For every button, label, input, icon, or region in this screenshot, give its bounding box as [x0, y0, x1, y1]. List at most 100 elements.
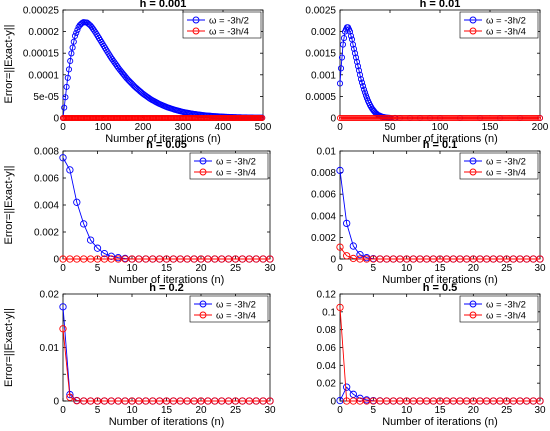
data-point	[155, 397, 164, 405]
data-point	[336, 243, 344, 251]
data-point	[536, 114, 544, 122]
data-point	[468, 114, 476, 122]
data-point	[436, 114, 444, 122]
data-point	[486, 114, 494, 122]
data-point	[412, 114, 420, 122]
data-point	[190, 397, 198, 405]
data-point	[524, 114, 532, 122]
data-point	[348, 114, 356, 122]
data-point	[71, 32, 79, 39]
data-point	[488, 114, 496, 122]
y-axis-label: Error=||Exact-y||	[3, 166, 15, 245]
legend-swatch-marker	[199, 300, 207, 308]
legend-swatch-marker	[469, 300, 477, 308]
x-tick-label: 25	[230, 263, 242, 274]
x-tick-label: 0	[337, 263, 343, 274]
panel-6: h = 0.5 0 5 10 15 20 25 30 0 0.02 0.04 0.06 0.08 0.1 0…	[317, 282, 546, 428]
data-point	[460, 114, 468, 122]
y-tick-label: 0.002	[34, 228, 59, 239]
x-tick-label: 150	[482, 122, 499, 133]
x-tick-label: 30	[264, 405, 276, 416]
chart-title: h = 0.1	[423, 139, 458, 151]
series-line	[339, 307, 540, 402]
y-tick-label: 0.04	[317, 361, 337, 372]
data-point	[456, 114, 464, 122]
data-point	[252, 255, 260, 263]
data-point	[438, 114, 446, 122]
legend-swatch-marker	[199, 157, 207, 165]
data-point	[80, 397, 88, 405]
data-point	[364, 114, 372, 122]
data-point	[448, 114, 456, 122]
data-point	[231, 255, 240, 263]
data-point	[362, 114, 370, 122]
x-tick-label: 5	[95, 405, 101, 416]
data-point	[155, 255, 164, 263]
legend-swatch-marker	[192, 27, 200, 35]
x-tick-label: 10	[401, 263, 413, 274]
data-point	[149, 255, 157, 263]
y-tick-label: 0.0001	[28, 70, 59, 81]
x-tick-label: 25	[501, 405, 513, 416]
data-point	[522, 114, 530, 122]
y-tick-label: 0.0005	[305, 92, 336, 103]
data-point	[100, 397, 109, 405]
y-tick-label: 5e-05	[33, 92, 59, 103]
data-point	[390, 114, 398, 122]
data-point	[382, 114, 390, 122]
series-red	[59, 255, 274, 263]
data-point	[211, 255, 219, 263]
data-point	[452, 114, 460, 122]
series-blue	[336, 166, 544, 263]
data-point	[107, 255, 115, 263]
data-point	[342, 114, 350, 122]
data-point	[128, 255, 136, 263]
legend-swatch-marker	[192, 16, 200, 24]
data-point	[360, 114, 368, 122]
legend: ω = -3h/2ω = -3h/4	[189, 295, 269, 323]
data-point	[402, 114, 410, 122]
data-point	[64, 74, 71, 81]
data-point	[380, 114, 388, 122]
data-point	[340, 35, 348, 42]
series-line	[339, 170, 540, 260]
legend-swatch-marker	[469, 16, 477, 24]
y-tick-label: 0.002	[311, 233, 336, 244]
data-point	[480, 114, 488, 122]
data-point	[450, 114, 458, 122]
data-point	[59, 303, 67, 311]
data-point	[424, 114, 432, 122]
data-point	[338, 114, 346, 122]
data-point	[149, 397, 157, 405]
data-point	[500, 114, 508, 122]
data-point	[183, 255, 191, 263]
data-point	[358, 114, 366, 122]
y-tick-label: 0.06	[317, 343, 337, 354]
x-tick-label: 200	[135, 122, 152, 133]
data-point	[386, 114, 394, 122]
data-point	[336, 166, 344, 175]
data-point	[532, 114, 540, 122]
data-point	[361, 89, 369, 96]
data-point	[73, 198, 81, 206]
y-tick-label: 0.01	[40, 343, 60, 354]
y-tick-label: 0.008	[311, 168, 336, 179]
data-point	[204, 397, 212, 405]
data-point	[344, 114, 352, 122]
data-point	[93, 397, 102, 405]
data-point	[69, 44, 76, 51]
data-point	[474, 114, 482, 122]
data-point	[121, 397, 129, 405]
x-tick-label: 5	[371, 263, 377, 274]
legend-label: ω = -3h/2	[209, 15, 249, 26]
data-point	[211, 397, 219, 405]
x-tick-label: 20	[195, 405, 207, 416]
y-tick-label: 0.006	[34, 174, 59, 185]
data-point	[484, 114, 492, 122]
x-tick-label: 20	[468, 405, 480, 416]
data-point	[190, 255, 198, 263]
data-point	[343, 383, 351, 391]
x-tick-label: 10	[126, 263, 138, 274]
x-tick-label: 5	[95, 263, 101, 274]
data-point	[352, 54, 360, 61]
